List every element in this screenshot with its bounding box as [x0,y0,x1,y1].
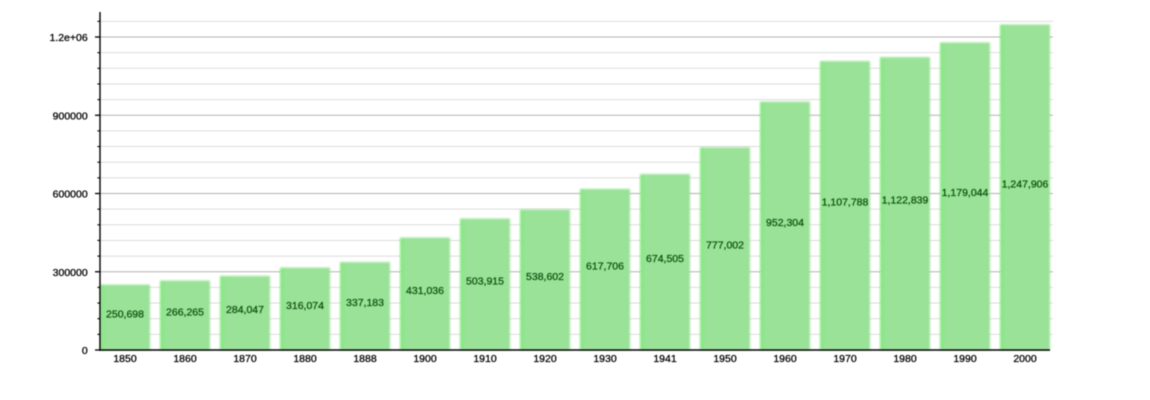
svg-text:1,122,839: 1,122,839 [882,195,929,207]
svg-text:250,698: 250,698 [106,308,144,320]
svg-text:1970: 1970 [833,353,857,365]
svg-text:600000: 600000 [53,189,88,201]
svg-text:1920: 1920 [533,353,557,365]
svg-text:1930: 1930 [593,353,617,365]
svg-text:777,002: 777,002 [706,240,744,252]
svg-text:1,179,044: 1,179,044 [942,187,989,199]
svg-text:538,602: 538,602 [526,271,564,283]
svg-text:300000: 300000 [53,267,88,279]
svg-text:674,505: 674,505 [646,253,684,265]
svg-text:1910: 1910 [473,353,497,365]
svg-text:337,183: 337,183 [346,297,384,309]
svg-text:1980: 1980 [893,353,917,365]
svg-text:0: 0 [82,345,88,357]
svg-text:284,047: 284,047 [226,304,264,316]
svg-text:1941: 1941 [653,353,677,365]
svg-text:1888: 1888 [353,353,377,365]
svg-text:1990: 1990 [953,353,977,365]
svg-text:431,036: 431,036 [406,285,444,297]
svg-text:952,304: 952,304 [766,217,804,229]
svg-text:617,706: 617,706 [586,260,624,272]
svg-text:2000: 2000 [1013,353,1037,365]
svg-text:1,247,906: 1,247,906 [1002,178,1049,190]
svg-text:1900: 1900 [413,353,437,365]
svg-text:1960: 1960 [773,353,797,365]
svg-text:1870: 1870 [233,353,257,365]
svg-text:1850: 1850 [113,353,137,365]
svg-text:1950: 1950 [713,353,737,365]
svg-text:900000: 900000 [53,110,88,122]
svg-text:1880: 1880 [293,353,317,365]
svg-text:316,074: 316,074 [286,300,324,312]
svg-text:266,265: 266,265 [166,306,204,318]
svg-text:1860: 1860 [173,353,197,365]
svg-text:1,107,788: 1,107,788 [822,197,869,209]
svg-text:503,915: 503,915 [466,275,504,287]
svg-text:1.2e+06: 1.2e+06 [49,32,87,44]
